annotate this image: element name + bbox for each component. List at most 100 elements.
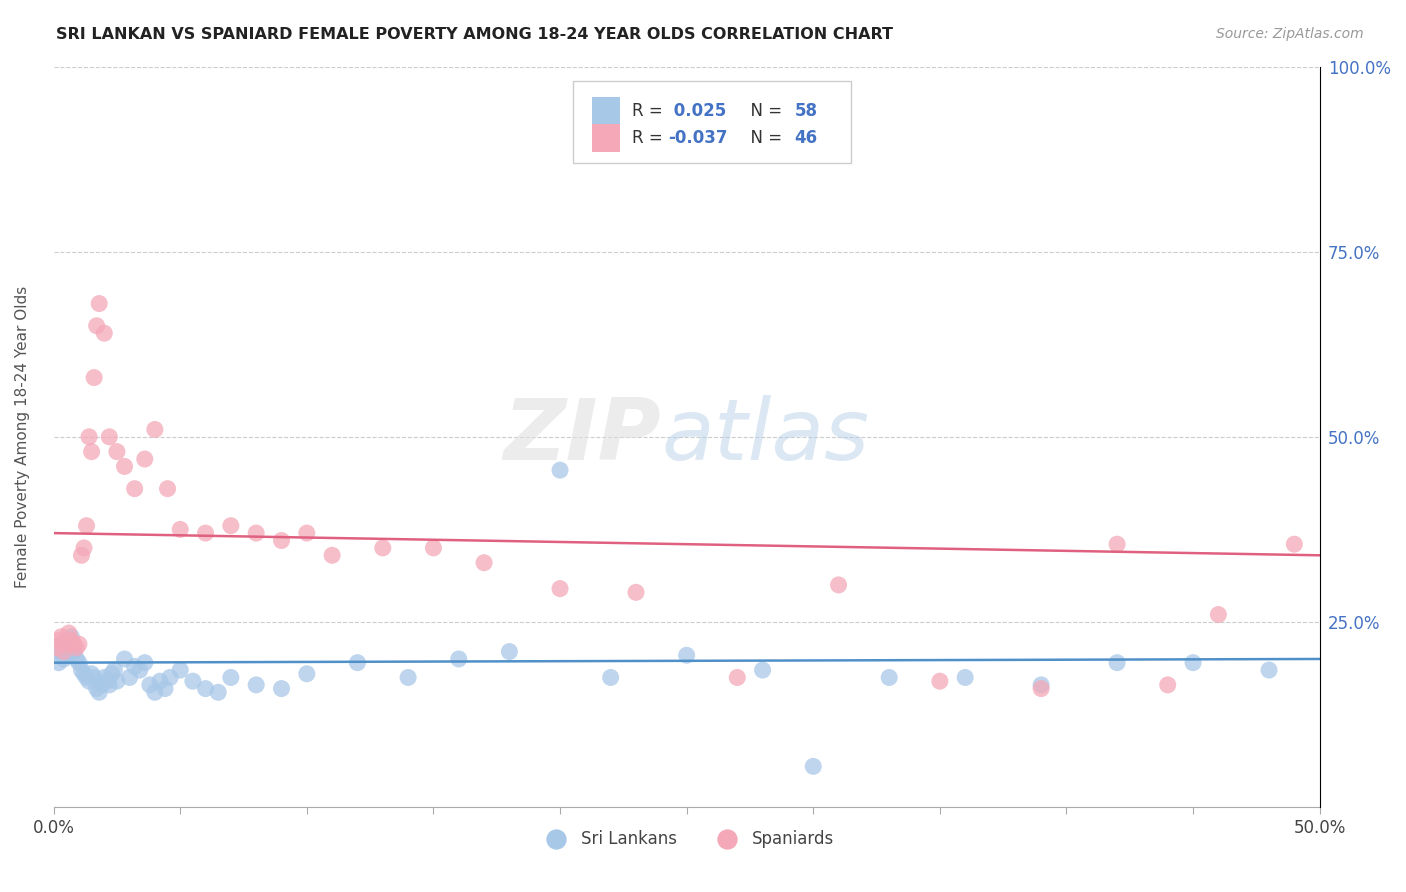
- Point: [751, 663, 773, 677]
- Point: [1208, 607, 1230, 622]
- Point: [219, 518, 242, 533]
- Point: [45, 640, 67, 655]
- Point: [1107, 537, 1129, 551]
- Point: [89, 685, 111, 699]
- Point: [80, 444, 103, 458]
- Point: [396, 671, 419, 685]
- Point: [447, 652, 470, 666]
- Point: [801, 759, 824, 773]
- Point: [103, 663, 125, 677]
- Text: ZIP: ZIP: [503, 395, 661, 478]
- Legend: Sri Lankans, Spaniards: Sri Lankans, Spaniards: [533, 823, 841, 855]
- Point: [143, 685, 166, 699]
- Point: [76, 671, 98, 685]
- Point: [80, 666, 103, 681]
- Text: -0.037: -0.037: [668, 129, 727, 147]
- Point: [96, 674, 118, 689]
- Point: [55, 637, 77, 651]
- Text: 46: 46: [794, 129, 817, 147]
- Point: [877, 671, 900, 685]
- Text: atlas: atlas: [661, 395, 869, 478]
- Point: [1182, 656, 1205, 670]
- Point: [1029, 681, 1052, 696]
- Point: [1029, 678, 1052, 692]
- Point: [169, 663, 191, 677]
- Point: [105, 674, 128, 689]
- Point: [181, 674, 204, 689]
- Text: 0.025: 0.025: [668, 102, 725, 120]
- FancyBboxPatch shape: [572, 81, 851, 163]
- Point: [60, 633, 83, 648]
- Point: [70, 663, 93, 677]
- Point: [114, 459, 136, 474]
- Text: R =: R =: [633, 102, 668, 120]
- Point: [1107, 656, 1129, 670]
- Point: [55, 640, 77, 655]
- Point: [63, 644, 86, 658]
- Point: [48, 656, 70, 670]
- Point: [73, 541, 96, 555]
- Point: [51, 630, 73, 644]
- Point: [270, 681, 292, 696]
- Point: [76, 518, 98, 533]
- Point: [371, 541, 394, 555]
- Point: [194, 681, 217, 696]
- Point: [245, 678, 267, 692]
- Point: [725, 671, 748, 685]
- Point: [67, 637, 90, 651]
- Point: [156, 482, 179, 496]
- Point: [90, 678, 112, 692]
- Point: [295, 526, 318, 541]
- Point: [194, 526, 217, 541]
- Point: [77, 674, 100, 689]
- Point: [70, 549, 93, 563]
- Point: [83, 370, 105, 384]
- Point: [472, 556, 495, 570]
- Point: [93, 671, 115, 685]
- Point: [159, 671, 181, 685]
- Point: [548, 582, 571, 596]
- Point: [270, 533, 292, 548]
- Point: [128, 663, 150, 677]
- Point: [134, 656, 156, 670]
- Point: [58, 626, 80, 640]
- Point: [149, 674, 172, 689]
- Point: [1157, 678, 1180, 692]
- Point: [63, 637, 86, 651]
- Y-axis label: Female Poverty Among 18-24 Year Olds: Female Poverty Among 18-24 Year Olds: [15, 285, 30, 588]
- Point: [207, 685, 229, 699]
- Text: N =: N =: [740, 129, 787, 147]
- Point: [953, 671, 976, 685]
- Text: SRI LANKAN VS SPANIARD FEMALE POVERTY AMONG 18-24 YEAR OLDS CORRELATION CHART: SRI LANKAN VS SPANIARD FEMALE POVERTY AM…: [56, 27, 893, 42]
- Point: [58, 648, 80, 663]
- Text: N =: N =: [740, 102, 787, 120]
- Point: [124, 659, 146, 673]
- Point: [675, 648, 697, 663]
- Text: 58: 58: [794, 102, 817, 120]
- Point: [321, 549, 343, 563]
- Point: [101, 666, 124, 681]
- Point: [83, 671, 105, 685]
- Point: [65, 652, 87, 666]
- Point: [139, 678, 162, 692]
- Point: [51, 637, 73, 651]
- Point: [599, 671, 621, 685]
- Point: [827, 578, 849, 592]
- Point: [245, 526, 267, 541]
- Point: [134, 452, 156, 467]
- FancyBboxPatch shape: [592, 124, 620, 153]
- Point: [498, 644, 520, 658]
- Point: [65, 640, 87, 655]
- Point: [124, 482, 146, 496]
- Point: [98, 430, 121, 444]
- Point: [67, 656, 90, 670]
- Point: [48, 633, 70, 648]
- Point: [86, 681, 108, 696]
- Point: [73, 666, 96, 681]
- Point: [86, 318, 108, 333]
- Point: [169, 522, 191, 536]
- Point: [52, 644, 75, 658]
- Point: [153, 681, 176, 696]
- Text: Source: ZipAtlas.com: Source: ZipAtlas.com: [1216, 27, 1364, 41]
- Point: [548, 463, 571, 477]
